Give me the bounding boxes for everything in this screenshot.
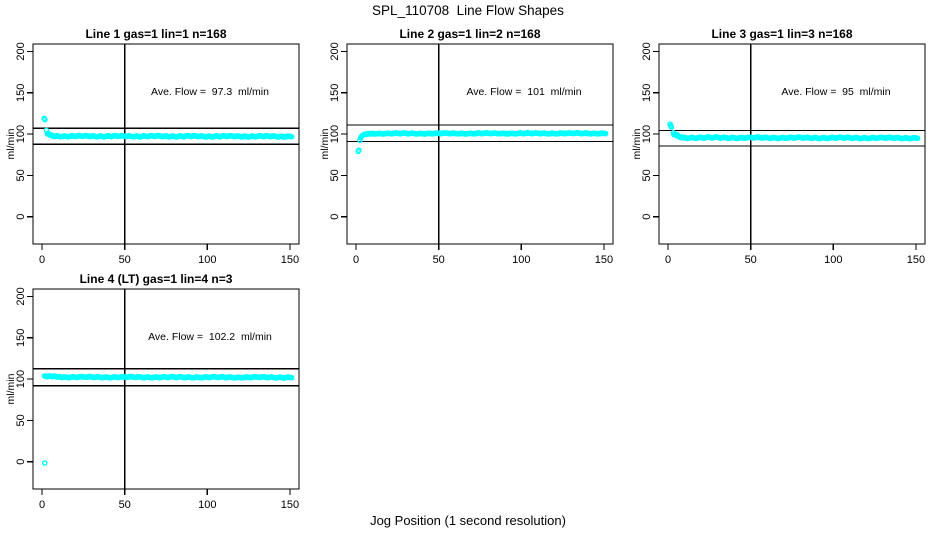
ave-flow-annotation: Ave. Flow = 95 ml/min (781, 86, 891, 98)
plot-box (658, 43, 926, 245)
axes (341, 43, 614, 250)
y-axis-label: ml/min (5, 373, 17, 405)
x-tick-label: 50 (119, 499, 131, 511)
x-tick-label: 50 (433, 254, 445, 266)
y-tick-label: 100 (15, 370, 27, 388)
x-tick-label: 0 (665, 254, 671, 266)
y-tick-label: 150 (15, 84, 27, 102)
data-points (355, 130, 609, 155)
y-tick-label: 200 (15, 42, 27, 60)
y-axis-label: ml/min (319, 128, 331, 160)
plot-canvas-line-2: 0 50 100 150 0 50 100 150 200 (329, 42, 614, 266)
y-axis-label: ml/min (631, 128, 643, 160)
plot-canvas-line-4: 0 50 100 150 0 50 100 150 200 (15, 287, 300, 511)
x-tick-label: 150 (281, 254, 299, 266)
x-tick-label: 100 (512, 254, 530, 266)
x-tick-label: 100 (824, 254, 842, 266)
panel-line-4: Line 4 (LT) gas=1 lin=4 n=3 ml/min Ave. … (0, 265, 312, 515)
axes (27, 43, 300, 250)
data-points (41, 373, 295, 466)
data-point (41, 460, 48, 466)
y-tick-label: 0 (641, 214, 653, 220)
panel-line-3: Line 3 gas=1 lin=3 n=168 ml/min Ave. Flo… (626, 20, 936, 270)
x-axis-label: Jog Position (1 second resolution) (370, 513, 566, 528)
x-tick-label: 100 (198, 254, 216, 266)
data-point (288, 374, 295, 381)
data-point (42, 116, 48, 123)
data-point (602, 130, 609, 137)
axes (27, 288, 300, 495)
plot-box (346, 43, 614, 245)
y-tick-label: 0 (329, 214, 341, 220)
ave-flow-annotation: Ave. Flow = 102.2 ml/min (148, 331, 272, 343)
y-tick-label: 50 (15, 169, 27, 181)
x-tick-label: 150 (907, 254, 925, 266)
panel-title: Line 4 (LT) gas=1 lin=4 n=3 (79, 272, 233, 286)
y-tick-label: 150 (641, 84, 653, 102)
plot-box (32, 288, 300, 490)
y-tick-label: 150 (329, 84, 341, 102)
plot-canvas-line-3: 0 50 100 150 0 50 100 150 200 (641, 42, 926, 266)
data-point (356, 147, 362, 153)
x-tick-label: 0 (39, 254, 45, 266)
x-tick-label: 0 (353, 254, 359, 266)
data-point (43, 127, 50, 134)
y-tick-label: 200 (329, 42, 341, 60)
y-axis-label: ml/min (5, 128, 17, 160)
ave-flow-annotation: Ave. Flow = 97.3 ml/min (151, 86, 269, 98)
y-tick-label: 150 (15, 329, 27, 347)
data-point (670, 130, 677, 136)
x-tick-label: 150 (595, 254, 613, 266)
x-tick-label: 50 (119, 254, 131, 266)
data-point (288, 134, 295, 140)
y-tick-label: 100 (641, 125, 653, 143)
y-tick-label: 100 (329, 125, 341, 143)
x-tick-label: 150 (281, 499, 299, 511)
y-tick-label: 200 (641, 42, 653, 60)
y-tick-label: 50 (15, 414, 27, 426)
panel-line-2: Line 2 gas=1 lin=2 n=168 ml/min Ave. Flo… (314, 20, 626, 270)
x-tick-label: 0 (39, 499, 45, 511)
panel-title: Line 1 gas=1 lin=1 n=168 (85, 27, 227, 41)
panel-line-1: Line 1 gas=1 lin=1 n=168 ml/min Ave. Flo… (0, 20, 312, 270)
y-tick-label: 0 (15, 459, 27, 465)
figure-title: SPL_110708 Line Flow Shapes (372, 3, 564, 18)
data-point (668, 124, 675, 130)
ave-flow-annotation: Ave. Flow = 101 ml/min (466, 86, 582, 98)
y-tick-label: 100 (15, 125, 27, 143)
data-point (914, 135, 921, 142)
axes (653, 43, 926, 250)
panel-title: Line 3 gas=1 lin=3 n=168 (711, 27, 853, 41)
x-tick-label: 50 (745, 254, 757, 266)
y-tick-label: 200 (15, 287, 27, 305)
data-point (361, 131, 368, 137)
y-tick-label: 50 (641, 169, 653, 181)
x-tick-label: 100 (198, 499, 216, 511)
panel-title: Line 2 gas=1 lin=2 n=168 (399, 27, 541, 41)
data-points (667, 121, 921, 142)
y-tick-label: 50 (329, 169, 341, 181)
plot-canvas-line-1: 0 50 100 150 0 50 100 150 200 (15, 42, 300, 266)
data-points (41, 115, 295, 140)
y-tick-label: 0 (15, 214, 27, 220)
